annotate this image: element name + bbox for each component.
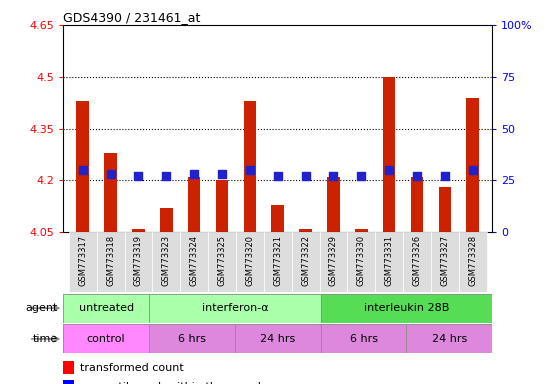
Bar	[321, 294, 492, 323]
Text: GSM773321: GSM773321	[273, 235, 282, 286]
Bar	[466, 98, 479, 232]
Bar	[321, 324, 406, 353]
Text: GSM773327: GSM773327	[441, 235, 449, 286]
Point	[190, 171, 199, 177]
Bar	[208, 232, 236, 292]
Text: 24 hrs: 24 hrs	[260, 334, 295, 344]
Point	[134, 173, 143, 179]
Bar	[292, 232, 320, 292]
Point	[301, 173, 310, 179]
Bar	[124, 232, 152, 292]
Text: GSM773330: GSM773330	[357, 235, 366, 286]
Text: time: time	[32, 334, 58, 344]
Bar	[132, 229, 145, 232]
Bar	[299, 229, 312, 232]
Bar	[411, 177, 424, 232]
Bar	[63, 324, 149, 353]
Bar	[160, 208, 173, 232]
Text: percentile rank within the sample: percentile rank within the sample	[80, 382, 268, 384]
Point	[469, 167, 477, 173]
Text: GSM773320: GSM773320	[245, 235, 255, 286]
Bar	[104, 153, 117, 232]
Text: GSM773325: GSM773325	[218, 235, 227, 286]
Point	[78, 167, 87, 173]
Bar	[97, 232, 124, 292]
Text: control: control	[87, 334, 125, 344]
Point	[106, 171, 115, 177]
Text: GSM773326: GSM773326	[412, 235, 421, 286]
Text: 6 hrs: 6 hrs	[178, 334, 206, 344]
Text: agent: agent	[25, 303, 58, 313]
Text: transformed count: transformed count	[80, 363, 184, 373]
Bar	[63, 380, 74, 384]
Point	[412, 173, 421, 179]
Bar	[375, 232, 403, 292]
Text: interferon-α: interferon-α	[201, 303, 268, 313]
Bar	[149, 324, 235, 353]
Bar	[63, 361, 74, 374]
Text: GDS4390 / 231461_at: GDS4390 / 231461_at	[63, 11, 201, 24]
Bar	[327, 177, 340, 232]
Bar	[188, 177, 200, 232]
Bar	[180, 232, 208, 292]
Bar	[355, 229, 367, 232]
Point	[162, 173, 170, 179]
Bar	[272, 205, 284, 232]
Bar	[439, 187, 451, 232]
Text: GSM773329: GSM773329	[329, 235, 338, 286]
Text: interleukin 28B: interleukin 28B	[364, 303, 449, 313]
Bar	[403, 232, 431, 292]
Bar	[320, 232, 348, 292]
Point	[329, 173, 338, 179]
Point	[441, 173, 449, 179]
Bar	[431, 232, 459, 292]
Text: GSM773328: GSM773328	[468, 235, 477, 286]
Text: GSM773323: GSM773323	[162, 235, 171, 286]
Bar	[63, 294, 149, 323]
Point	[357, 173, 366, 179]
Point	[245, 167, 254, 173]
Text: GSM773317: GSM773317	[78, 235, 87, 286]
Bar	[152, 232, 180, 292]
Bar	[149, 294, 321, 323]
Point	[273, 173, 282, 179]
Bar	[406, 324, 492, 353]
Bar	[216, 180, 228, 232]
Text: GSM773322: GSM773322	[301, 235, 310, 286]
Bar	[235, 324, 321, 353]
Bar	[236, 232, 264, 292]
Bar	[76, 101, 89, 232]
Bar	[348, 232, 375, 292]
Text: GSM773319: GSM773319	[134, 235, 143, 286]
Text: 6 hrs: 6 hrs	[350, 334, 377, 344]
Point	[218, 171, 227, 177]
Bar	[244, 101, 256, 232]
Text: GSM773318: GSM773318	[106, 235, 115, 286]
Text: GSM773324: GSM773324	[190, 235, 199, 286]
Text: GSM773331: GSM773331	[384, 235, 394, 286]
Bar	[69, 232, 97, 292]
Bar	[383, 77, 395, 232]
Point	[385, 167, 394, 173]
Bar	[459, 232, 487, 292]
Text: untreated: untreated	[79, 303, 134, 313]
Text: 24 hrs: 24 hrs	[432, 334, 467, 344]
Bar	[264, 232, 292, 292]
